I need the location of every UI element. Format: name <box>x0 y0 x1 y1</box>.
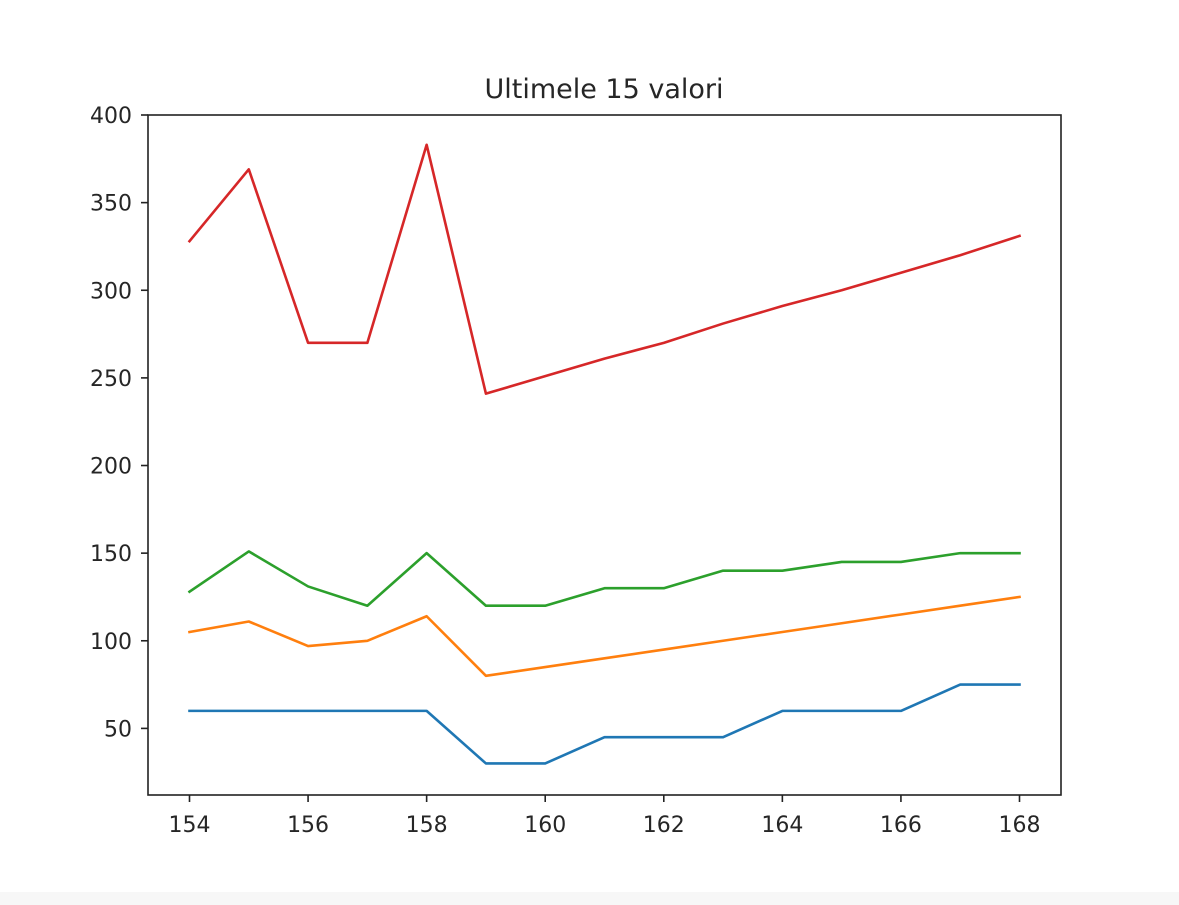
series-line-4 <box>187 143 1022 395</box>
y-tick-label: 50 <box>104 717 132 742</box>
series-layer <box>187 143 1022 765</box>
y-tick-label: 350 <box>90 192 132 217</box>
series-line-1 <box>188 683 1021 765</box>
y-tick-label: 100 <box>90 630 132 655</box>
y-tick-label: 200 <box>90 455 132 480</box>
x-tick-label: 154 <box>169 813 211 838</box>
y-tick-label: 300 <box>90 279 132 304</box>
y-tick-label: 150 <box>90 542 132 567</box>
x-tick-label: 164 <box>761 813 803 838</box>
axes-frame <box>147 114 1062 796</box>
series-line-3 <box>187 550 1021 608</box>
x-axis: 154 156 158 160 162 164 166 168 <box>169 795 1041 838</box>
y-axis: 50 100 150 200 250 300 350 400 <box>90 104 148 742</box>
x-tick-label: 166 <box>880 813 922 838</box>
x-tick-label: 158 <box>406 813 448 838</box>
x-tick-label: 162 <box>643 813 685 838</box>
x-tick-label: 168 <box>999 813 1041 838</box>
x-tick-label: 160 <box>524 813 566 838</box>
y-tick-label: 250 <box>90 367 132 392</box>
y-tick-label: 400 <box>90 104 132 129</box>
x-tick-label: 156 <box>287 813 329 838</box>
series-line-2 <box>187 595 1021 678</box>
chart-title: Ultimele 15 valori <box>484 74 723 105</box>
